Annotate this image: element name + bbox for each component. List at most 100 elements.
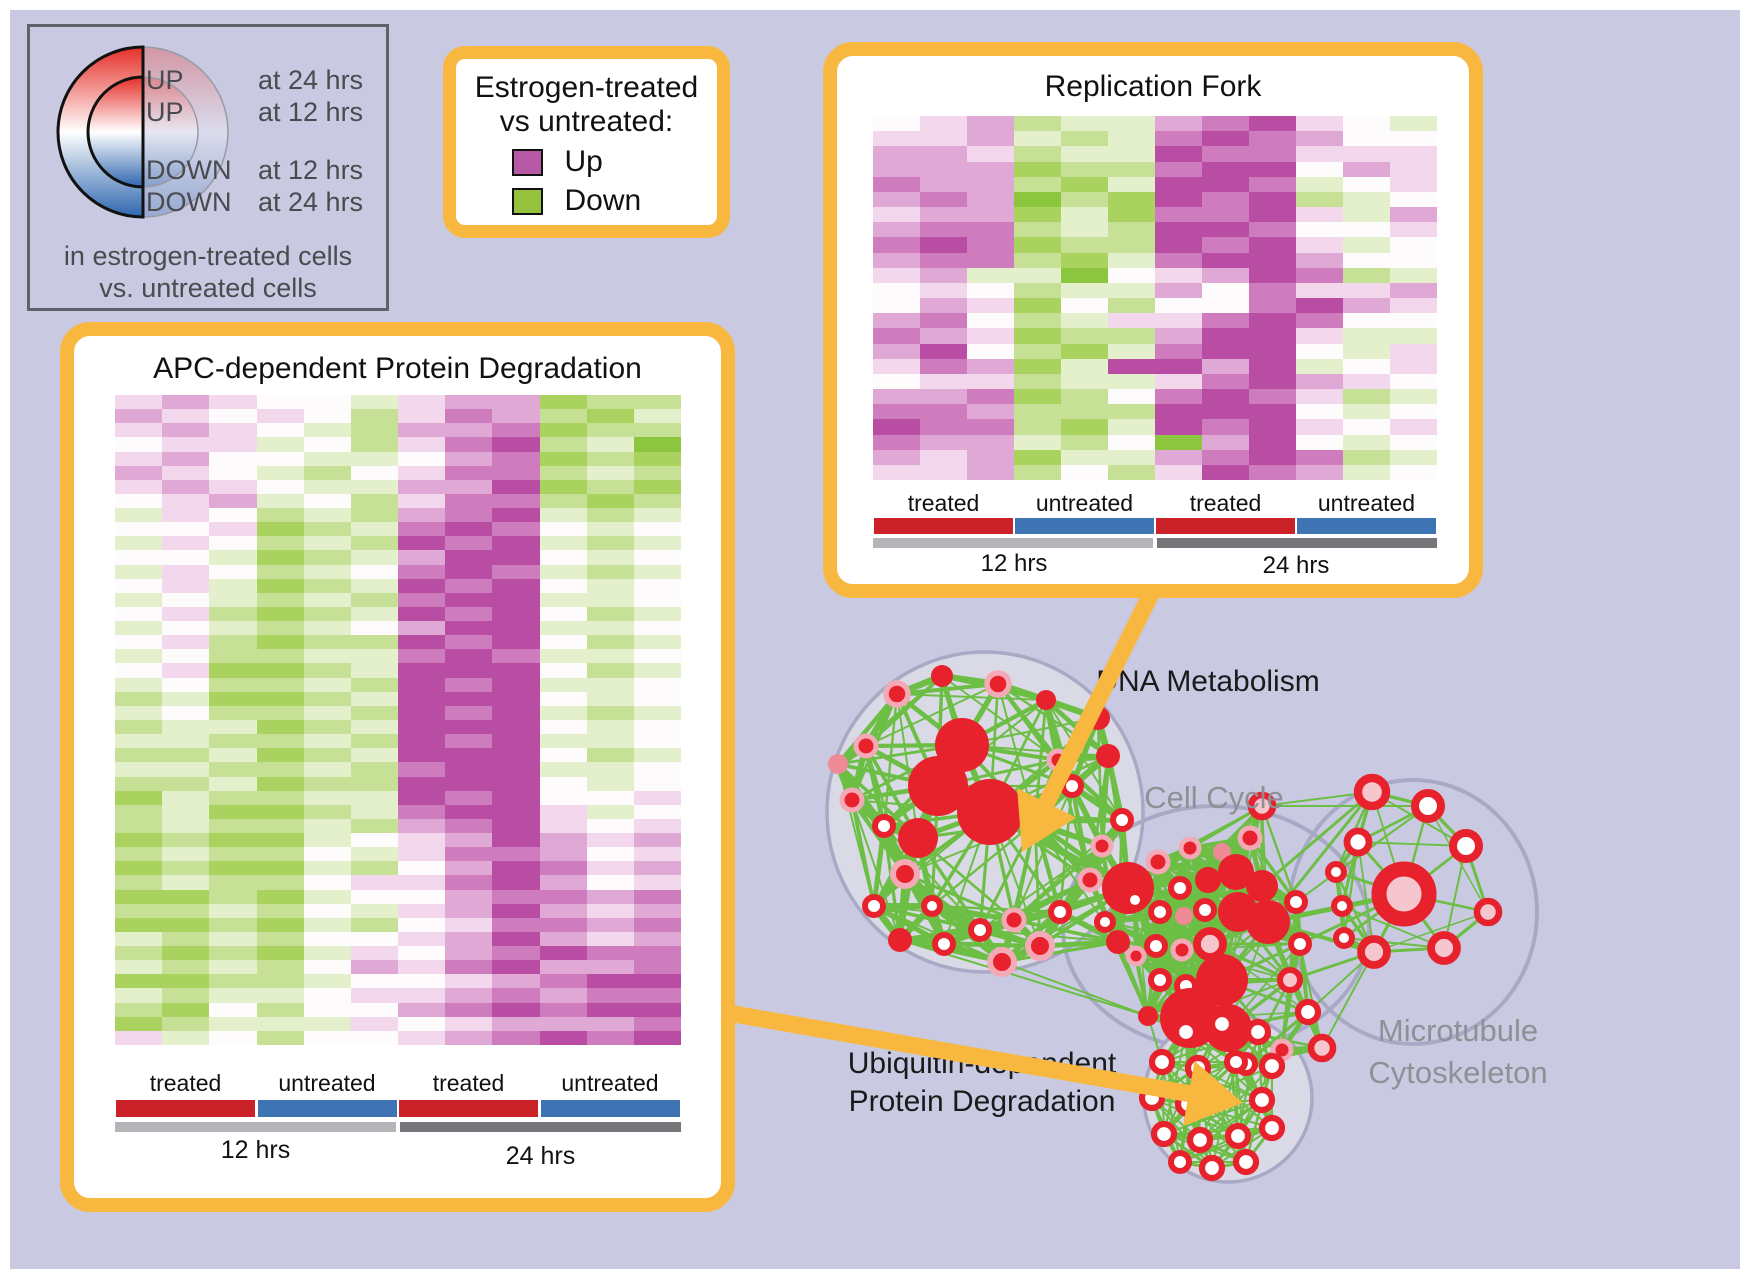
heatmap-cell [162,621,210,636]
heatmap-cell [445,960,493,975]
heatmap-cell [1014,267,1061,283]
heatmap-cell [1155,146,1202,162]
heatmap-cell [350,522,398,537]
heatmap-cell [1014,222,1061,238]
heatmap-cell [920,404,967,420]
network-node [1150,1120,1178,1148]
heatmap-cell [492,875,540,890]
heatmap-cell [162,451,210,466]
heatmap-cell [1343,116,1390,132]
network-node [1148,968,1172,992]
heatmap-cell [920,449,967,465]
heatmap-cell [1108,434,1155,450]
heatmap-cell [256,705,304,720]
heatmap-cell [256,691,304,706]
network-edge [865,683,999,747]
heatmap-cell [209,1016,257,1031]
heatmap-cell [1343,131,1390,147]
heatmap-cell [873,419,920,435]
heatmap-cell [492,960,540,975]
network-node [987,947,1017,977]
heatmap-cell [1061,313,1108,329]
heatmap-cell [920,464,967,480]
heatmap-cell [350,818,398,834]
network-node [1213,843,1231,861]
heatmap-cell [1249,298,1296,314]
heatmap-cell [1061,464,1108,480]
heatmap-cell [256,1002,304,1017]
heatmap-cell [303,493,351,509]
heatmap-cell [633,903,681,918]
network-edge [1260,805,1298,903]
heatmap-cell [1343,237,1390,253]
heatmap-cell [445,705,493,720]
heatmap-cell [115,409,163,424]
heatmap-cell [633,889,681,904]
heatmap-cell [586,790,634,805]
heatmap-cell [350,1016,398,1031]
network-node [1174,1090,1202,1118]
network-edge [836,692,899,766]
heatmap-cell [1108,282,1155,298]
heatmap-cell [256,395,304,410]
heatmap-cell [350,875,398,890]
heatmap-cell [303,395,351,410]
heatmap-cell [256,960,304,975]
heatmap-cell [920,328,967,344]
heatmap-cell [209,762,257,777]
heatmap-cell [920,222,967,238]
heatmap-cell [1014,404,1061,420]
heatmap-cell [445,592,493,607]
network-node [872,814,896,838]
heatmap-cell [398,465,446,480]
heatmap-cell [398,988,446,1003]
heatmap-cell [303,847,351,862]
heatmap-cell [539,931,587,947]
network-node [1001,907,1027,933]
heatmap-cell [115,536,163,551]
heatmap-cell [1061,252,1108,268]
heatmap-cell [1061,449,1108,465]
heatmap-cell [1390,343,1437,359]
heatmap-cell [115,663,163,678]
heatmap-cell [256,663,304,678]
network-edge [1001,940,1119,964]
heatmap-cell [1155,222,1202,238]
heatmap-cell [586,508,634,523]
heatmap-cell [350,889,398,904]
heatmap-cell [303,861,351,876]
heatmap-cell [1296,419,1343,435]
heatmap-cell [162,776,210,791]
heatmap-cell [539,1030,587,1045]
legend-item-up: Up [511,145,662,179]
heatmap-cell [445,437,493,452]
heatmap-cell [1390,298,1437,314]
heatmap-cell [115,734,163,749]
heatmap-cell [398,974,446,989]
heatmap-cell [920,207,967,223]
network-node [1022,809,1048,835]
heatmap-cell [586,917,634,932]
heatmap-cell [920,176,967,192]
network-node [1353,773,1391,811]
heatmap-cell [398,691,446,706]
heatmap-cell [303,508,351,523]
rf-time-label-12hrs: 12 hrs [980,550,1048,577]
heatmap-cell [303,465,351,480]
heatmap-cell [350,479,398,494]
heatmap-cell [1155,343,1202,359]
heatmap-cell [115,903,163,918]
heatmap-cell [303,889,351,904]
network-node [1218,854,1254,890]
heatmap-cell [398,592,446,607]
heatmap-cell [633,804,681,819]
heatmap-cell [1343,252,1390,268]
heatmap-cell [445,946,493,961]
heatmap-cell [1108,146,1155,162]
network-node [1048,900,1072,924]
heatmap-cell [445,1016,493,1031]
heatmap-cell [539,479,587,494]
heatmap-cell [586,988,634,1003]
heatmap-cell [445,818,493,834]
